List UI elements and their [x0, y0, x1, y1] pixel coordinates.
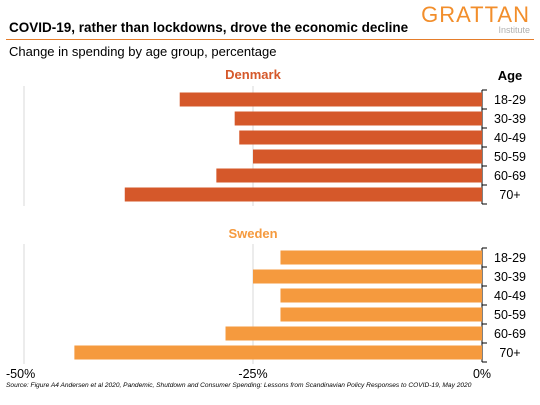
title-rule — [6, 39, 534, 40]
category-label-sweden-0: 18-29 — [494, 251, 526, 265]
category-label-denmark-2: 40-49 — [494, 131, 526, 145]
bar-denmark-5 — [124, 187, 482, 202]
chart-subtitle: Change in spending by age group, percent… — [9, 44, 277, 59]
bar-sweden-4 — [225, 326, 482, 341]
chart-title: COVID-19, rather than lockdowns, drove t… — [9, 20, 409, 35]
bar-chart: Age Denmark 18-29 30-39 40-49 50-59 60-69 70+ Sw… — [6, 67, 526, 380]
series-title-sweden: Sweden — [228, 226, 277, 241]
category-label-denmark-5: 70+ — [499, 188, 520, 202]
category-label-sweden-3: 50-59 — [494, 308, 526, 322]
bar-denmark-2 — [239, 130, 482, 145]
category-label-denmark-1: 30-39 — [494, 112, 526, 126]
x-tick-label-0: -50% — [6, 367, 35, 380]
category-label-denmark-4: 60-69 — [494, 169, 526, 183]
grattan-logo: GRATTAN — [421, 2, 530, 27]
bar-sweden-2 — [280, 288, 482, 303]
age-header: Age — [498, 68, 523, 83]
bar-denmark-3 — [253, 149, 482, 164]
category-label-sweden-1: 30-39 — [494, 270, 526, 284]
category-label-sweden-5: 70+ — [499, 346, 520, 360]
category-label-denmark-0: 18-29 — [494, 93, 526, 107]
category-label-sweden-2: 40-49 — [494, 289, 526, 303]
grattan-logo-sub: Institute — [498, 25, 530, 35]
series-title-denmark: Denmark — [225, 67, 281, 82]
bar-sweden-3 — [280, 307, 482, 322]
x-tick-label-2: 0% — [473, 367, 491, 380]
bar-denmark-4 — [216, 168, 483, 183]
bar-sweden-1 — [253, 269, 482, 284]
source-note: Source: Figure A4 Andersen et al 2020, P… — [6, 382, 472, 389]
category-label-sweden-4: 60-69 — [494, 327, 526, 341]
bar-sweden-0 — [280, 250, 482, 265]
bar-sweden-5 — [74, 345, 482, 360]
bar-denmark-0 — [179, 92, 482, 107]
category-label-denmark-3: 50-59 — [494, 150, 526, 164]
bar-denmark-1 — [234, 111, 482, 126]
x-tick-label-1: -25% — [238, 367, 267, 380]
